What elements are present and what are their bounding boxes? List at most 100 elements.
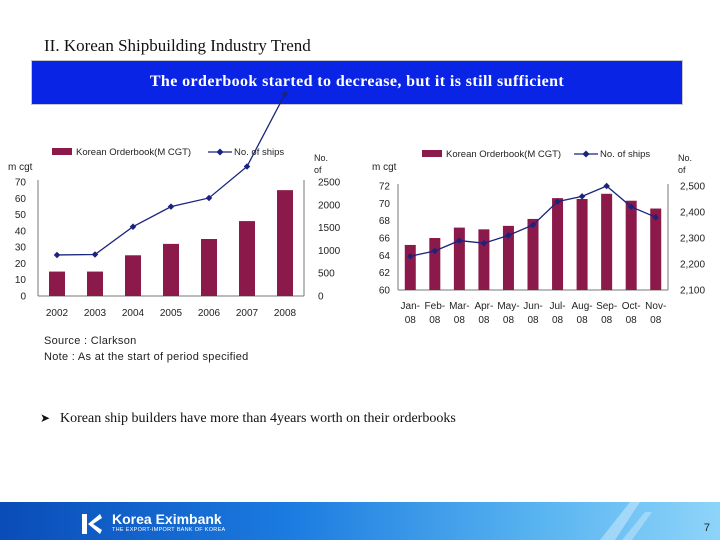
ships-marker-a-4: [205, 194, 213, 202]
category-label-top-b-8: Sep-: [596, 301, 617, 312]
category-label-top-b-1: Feb-: [425, 301, 446, 312]
section-title: II. Korean Shipbuilding Industry Trend: [44, 36, 311, 55]
right-tick-label-b-3: 2,400: [680, 208, 705, 219]
ships-marker-b-3: [480, 239, 488, 247]
category-label-bottom-b-8: 08: [601, 315, 613, 326]
left-tick-label-a-0: 0: [20, 292, 26, 303]
legend-bar-swatch-b: [422, 150, 442, 157]
bar-b-5: [527, 218, 539, 290]
page-number: 7: [703, 522, 710, 534]
category-label-a-2: 2004: [122, 308, 145, 319]
bar-b-3: [478, 229, 490, 290]
category-label-bottom-b-6: 08: [552, 315, 564, 326]
category-label-a-0: 2002: [46, 308, 69, 319]
ships-marker-a-2: [129, 223, 137, 230]
bar-b-9: [625, 200, 637, 290]
bar-a-1: [87, 271, 103, 296]
category-label-top-b-5: Jun-: [523, 301, 542, 312]
left-axis-title-b: m cgt: [372, 162, 397, 173]
category-label-top-b-10: Nov-: [645, 301, 666, 312]
right-tick-label-b-4: 2,500: [680, 182, 705, 193]
legend-bar-label-b: Korean Orderbook(M CGT): [446, 149, 561, 160]
left-tick-label-a-1: 10: [15, 275, 27, 286]
brand-name: Korea Eximbank: [112, 511, 222, 527]
bar-b-1: [429, 238, 441, 290]
left-tick-label-a-3: 30: [15, 243, 27, 254]
legend-line-label-a: No. of ships: [234, 147, 284, 158]
category-label-bottom-b-4: 08: [503, 315, 515, 326]
ships-marker-b-2: [456, 237, 463, 244]
ships-marker-b-9: [627, 203, 635, 211]
category-label-bottom-b-1: 08: [429, 315, 441, 326]
category-label-bottom-b-9: 08: [626, 315, 638, 326]
category-label-top-b-2: Mar-: [449, 301, 470, 312]
bar-b-10: [650, 208, 662, 290]
brand-subtitle: THE EXPORT-IMPORT BANK OF KOREA: [112, 527, 226, 533]
category-label-top-b-9: Oct-: [622, 301, 641, 312]
left-tick-label-b-2: 64: [379, 251, 391, 262]
bar-b-6: [552, 198, 564, 290]
bar-a-6: [277, 190, 293, 296]
category-label-bottom-b-5: 08: [527, 315, 539, 326]
left-tick-label-a-5: 50: [15, 210, 27, 221]
category-label-bottom-b-7: 08: [577, 315, 589, 326]
left-tick-label-b-5: 70: [379, 199, 391, 210]
legend-line-marker-a: [216, 148, 224, 156]
bar-b-8: [601, 193, 613, 290]
headline-text: The orderbook started to decrease, but i…: [149, 73, 565, 90]
ships-marker-a-5: [243, 163, 251, 170]
legend-line-label-b: No. of ships: [600, 149, 650, 160]
category-label-top-b-4: May-: [497, 301, 519, 312]
ships-marker-a-0: [53, 251, 61, 259]
bar-a-0: [49, 271, 65, 296]
right-axis-title-line1-a: No.: [314, 153, 328, 163]
bar-b-7: [576, 199, 588, 290]
right-tick-label-a-2: 1000: [318, 246, 341, 257]
headline-banner: The orderbook started to decrease, but i…: [31, 60, 683, 105]
bar-a-2: [125, 255, 141, 296]
legend-bar-swatch-a: [52, 148, 72, 155]
right-tick-label-b-0: 2,100: [680, 286, 705, 297]
ships-marker-a-6: [281, 90, 289, 98]
left-tick-label-b-1: 62: [379, 268, 391, 279]
left-tick-label-b-4: 68: [379, 216, 391, 227]
left-tick-label-a-6: 60: [15, 194, 27, 205]
ships-marker-a-3: [167, 203, 175, 210]
category-label-top-b-3: Apr-: [474, 301, 493, 312]
right-axis-title-line2-b: of: [678, 165, 686, 175]
right-axis-title-line2-a: of: [314, 165, 322, 175]
ships-marker-b-0: [407, 252, 414, 260]
ships-marker-a-1: [91, 251, 99, 258]
category-label-bottom-b-0: 08: [405, 315, 417, 326]
right-tick-label-a-1: 500: [318, 269, 335, 280]
left-axis-title-a: m cgt: [8, 162, 33, 173]
ships-marker-b-8: [603, 182, 610, 190]
ships-marker-b-5: [529, 221, 537, 229]
korea-eximbank-logo-icon: [82, 514, 102, 534]
source-note: Source : Clarkson: [44, 335, 137, 347]
bar-b-2: [453, 227, 465, 290]
left-tick-label-a-7: 70: [15, 178, 27, 189]
footer-decoration-icon: [600, 502, 652, 540]
legend-line-marker-b: [582, 150, 590, 158]
bullet-point: ➤ Korean ship builders have more than 4ye…: [40, 411, 456, 427]
left-tick-label-b-3: 66: [379, 234, 391, 245]
bar-b-0: [404, 244, 416, 290]
period-note: Note : As at the start of period specifi…: [44, 351, 249, 363]
bullet-text: Korean ship builders have more than 4yea…: [60, 411, 456, 426]
right-axis-title-line1-b: No.: [678, 153, 692, 163]
category-label-top-b-7: Aug-: [572, 301, 593, 312]
category-label-top-b-0: Jan-: [401, 301, 420, 312]
bar-b-4: [502, 225, 514, 290]
footer-bar: [0, 502, 720, 540]
right-tick-label-a-0: 0: [318, 292, 324, 303]
bar-a-4: [201, 239, 217, 296]
bar-a-3: [163, 243, 179, 296]
ships-marker-b-6: [554, 198, 561, 205]
category-label-a-6: 2008: [274, 308, 297, 319]
category-label-bottom-b-3: 08: [478, 315, 490, 326]
left-tick-label-b-0: 60: [379, 286, 391, 297]
ships-marker-b-1: [431, 247, 439, 255]
category-label-a-1: 2003: [84, 308, 107, 319]
